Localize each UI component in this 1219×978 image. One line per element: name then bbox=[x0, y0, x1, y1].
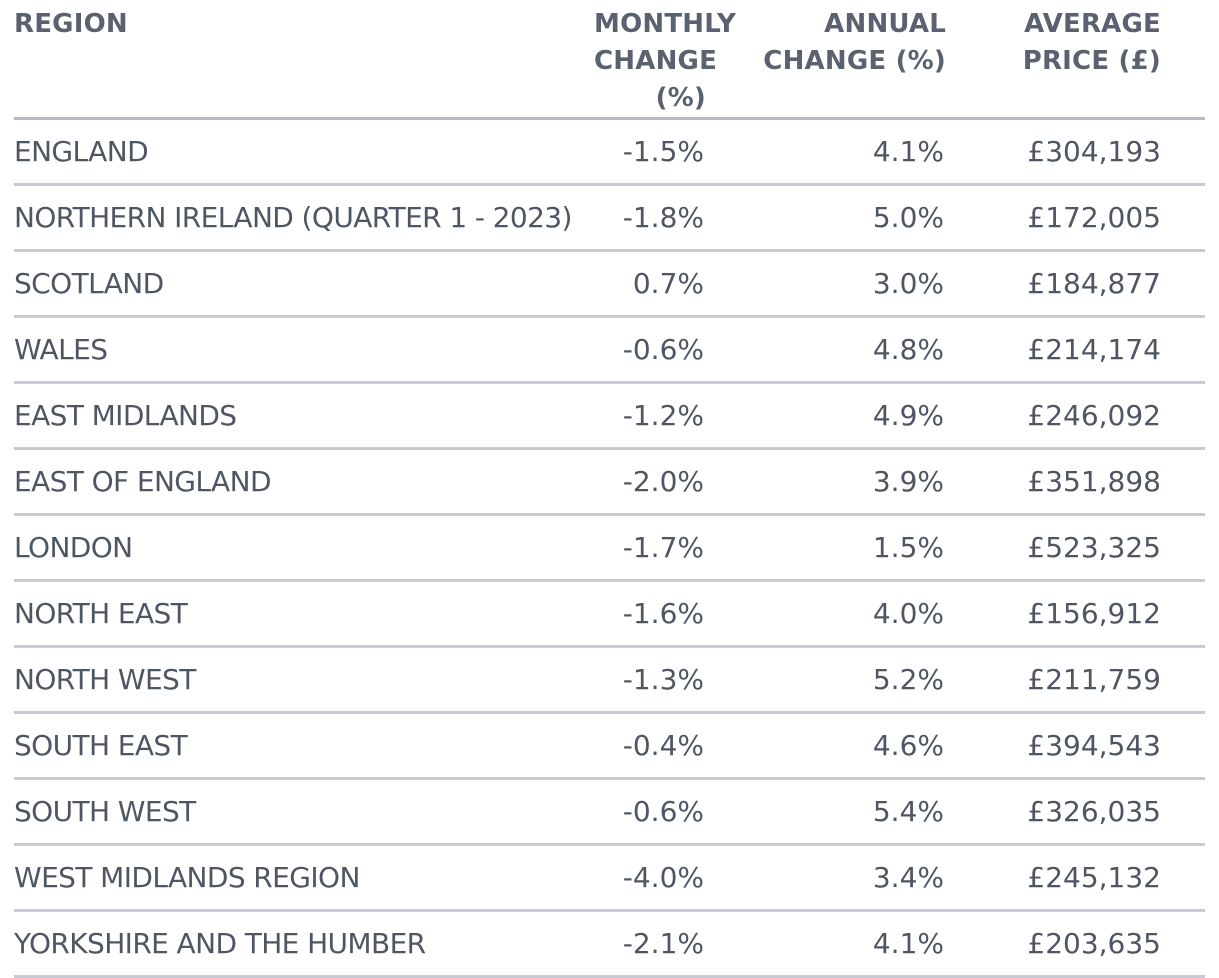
column-header-annual-line-1: ANNUAL bbox=[824, 9, 946, 39]
column-header-monthly-line-1: MONTHLY bbox=[594, 9, 736, 39]
average-price-cell: £351,898 bbox=[950, 448, 1205, 516]
table-row: EAST OF ENGLAND -2.0% 3.9% £351,898 bbox=[14, 448, 1205, 516]
column-header-annual-line-2: CHANGE (%) bbox=[763, 46, 946, 76]
annual-change-cell: 4.8% bbox=[710, 316, 950, 384]
table-row: YORKSHIRE AND THE HUMBER -2.1% 4.1% £203… bbox=[14, 910, 1205, 978]
table-row: WEST MIDLANDS REGION -4.0% 3.4% £245,132 bbox=[14, 844, 1205, 912]
monthly-change-cell: -4.0% bbox=[594, 844, 710, 912]
region-cell: NORTHERN IRELAND (QUARTER 1 - 2023) bbox=[14, 184, 594, 252]
region-cell: WALES bbox=[14, 316, 594, 384]
table-row: SCOTLAND 0.7% 3.0% £184,877 bbox=[14, 250, 1205, 318]
table-row: SOUTH WEST -0.6% 5.4% £326,035 bbox=[14, 778, 1205, 846]
monthly-change-cell: -1.3% bbox=[594, 646, 710, 714]
column-header-region-line-1: REGION bbox=[14, 9, 128, 39]
average-price-cell: £394,543 bbox=[950, 712, 1205, 780]
column-header-average-price: AVERAGE PRICE (£) bbox=[950, 6, 1205, 120]
house-price-table: REGION MONTHLY CHANGE (%) ANNUAL CHANGE … bbox=[14, 6, 1205, 978]
column-header-annual-change: ANNUAL CHANGE (%) bbox=[710, 6, 950, 120]
average-price-cell: £184,877 bbox=[950, 250, 1205, 318]
table-row: WALES -0.6% 4.8% £214,174 bbox=[14, 316, 1205, 384]
monthly-change-cell: -0.6% bbox=[594, 316, 710, 384]
region-cell: YORKSHIRE AND THE HUMBER bbox=[14, 910, 594, 978]
region-cell: WEST MIDLANDS REGION bbox=[14, 844, 594, 912]
annual-change-cell: 3.4% bbox=[710, 844, 950, 912]
region-cell: EAST MIDLANDS bbox=[14, 382, 594, 450]
monthly-change-cell: -0.6% bbox=[594, 778, 710, 846]
monthly-change-cell: -1.8% bbox=[594, 184, 710, 252]
table-row: SOUTH EAST -0.4% 4.6% £394,543 bbox=[14, 712, 1205, 780]
average-price-cell: £203,635 bbox=[950, 910, 1205, 978]
annual-change-cell: 4.9% bbox=[710, 382, 950, 450]
annual-change-cell: 1.5% bbox=[710, 514, 950, 582]
monthly-change-cell: -1.7% bbox=[594, 514, 710, 582]
monthly-change-cell: -0.4% bbox=[594, 712, 710, 780]
average-price-cell: £326,035 bbox=[950, 778, 1205, 846]
average-price-cell: £156,912 bbox=[950, 580, 1205, 648]
monthly-change-cell: -1.2% bbox=[594, 382, 710, 450]
table-row: NORTH WEST -1.3% 5.2% £211,759 bbox=[14, 646, 1205, 714]
column-header-monthly-line-2: CHANGE (%) bbox=[594, 46, 718, 113]
annual-change-cell: 4.0% bbox=[710, 580, 950, 648]
annual-change-cell: 3.9% bbox=[710, 448, 950, 516]
annual-change-cell: 5.2% bbox=[710, 646, 950, 714]
monthly-change-cell: -2.1% bbox=[594, 910, 710, 978]
table-row: ENGLAND -1.5% 4.1% £304,193 bbox=[14, 118, 1205, 186]
column-header-monthly-change: MONTHLY CHANGE (%) bbox=[594, 6, 736, 120]
annual-change-cell: 4.6% bbox=[710, 712, 950, 780]
column-header-region: REGION bbox=[14, 6, 594, 120]
header-row: REGION MONTHLY CHANGE (%) ANNUAL CHANGE … bbox=[14, 6, 1205, 120]
annual-change-cell: 4.1% bbox=[710, 118, 950, 186]
average-price-cell: £304,193 bbox=[950, 118, 1205, 186]
region-cell: NORTH EAST bbox=[14, 580, 594, 648]
table-row: EAST MIDLANDS -1.2% 4.9% £246,092 bbox=[14, 382, 1205, 450]
average-price-cell: £246,092 bbox=[950, 382, 1205, 450]
table-row: NORTH EAST -1.6% 4.0% £156,912 bbox=[14, 580, 1205, 648]
column-header-price-line-1: AVERAGE bbox=[1024, 9, 1161, 39]
region-cell: LONDON bbox=[14, 514, 594, 582]
average-price-cell: £172,005 bbox=[950, 184, 1205, 252]
region-cell: SOUTH WEST bbox=[14, 778, 594, 846]
annual-change-cell: 3.0% bbox=[710, 250, 950, 318]
average-price-cell: £211,759 bbox=[950, 646, 1205, 714]
annual-change-cell: 5.0% bbox=[710, 184, 950, 252]
region-cell: ENGLAND bbox=[14, 118, 594, 186]
region-cell: NORTH WEST bbox=[14, 646, 594, 714]
monthly-change-cell: -1.6% bbox=[594, 580, 710, 648]
table-row: LONDON -1.7% 1.5% £523,325 bbox=[14, 514, 1205, 582]
annual-change-cell: 4.1% bbox=[710, 910, 950, 978]
table-row: NORTHERN IRELAND (QUARTER 1 - 2023) -1.8… bbox=[14, 184, 1205, 252]
annual-change-cell: 5.4% bbox=[710, 778, 950, 846]
monthly-change-cell: -1.5% bbox=[594, 118, 710, 186]
average-price-cell: £523,325 bbox=[950, 514, 1205, 582]
region-cell: EAST OF ENGLAND bbox=[14, 448, 594, 516]
monthly-change-cell: -2.0% bbox=[594, 448, 710, 516]
average-price-cell: £214,174 bbox=[950, 316, 1205, 384]
region-cell: SCOTLAND bbox=[14, 250, 594, 318]
monthly-change-cell: 0.7% bbox=[594, 250, 710, 318]
table-body: ENGLAND -1.5% 4.1% £304,193 NORTHERN IRE… bbox=[14, 118, 1205, 978]
column-header-price-line-2: PRICE (£) bbox=[1022, 46, 1161, 76]
region-cell: SOUTH EAST bbox=[14, 712, 594, 780]
table-header: REGION MONTHLY CHANGE (%) ANNUAL CHANGE … bbox=[14, 6, 1205, 120]
average-price-cell: £245,132 bbox=[950, 844, 1205, 912]
